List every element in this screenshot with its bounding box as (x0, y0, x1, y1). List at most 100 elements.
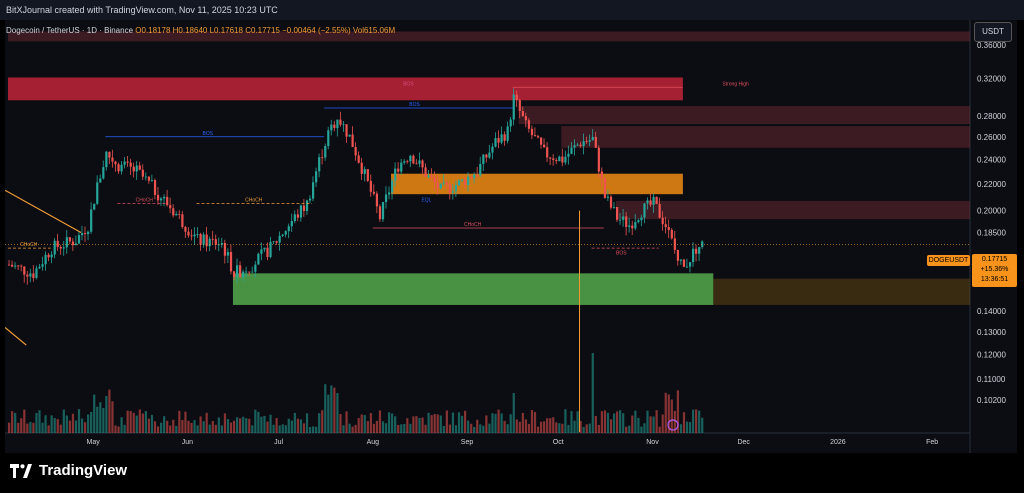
candle-body (302, 205, 306, 211)
candle-body (673, 238, 676, 250)
candle-body (293, 214, 296, 222)
candle-body (582, 141, 585, 147)
volume-bar (284, 425, 287, 433)
candle-body (515, 94, 518, 101)
candle-body (8, 264, 11, 266)
candle-body (546, 147, 549, 158)
volume-bar (634, 410, 637, 433)
candle-body (388, 192, 391, 195)
candle-body (138, 165, 141, 170)
volume-bar (87, 414, 90, 433)
volume-bar (278, 425, 281, 433)
candle-body (53, 240, 56, 255)
volume-bar (485, 415, 488, 433)
volume-bar (616, 411, 619, 433)
volume-bar (658, 426, 661, 433)
candle-body (175, 213, 178, 216)
candle-body (436, 182, 439, 189)
candle-body (333, 124, 336, 129)
candle-body (378, 206, 382, 220)
currency-unit-badge[interactable]: USDT (974, 22, 1012, 42)
candle-body (90, 209, 93, 232)
volume-bar (375, 420, 379, 433)
candle-body (254, 264, 257, 272)
candle-body (196, 234, 199, 235)
volume-bar (430, 415, 433, 433)
volume-bar (640, 426, 643, 433)
volume-bar (454, 425, 458, 433)
volume-bar (50, 415, 53, 433)
volume-bar (62, 409, 65, 433)
volume-bar (239, 418, 242, 433)
candle-body (409, 155, 412, 162)
volume-bar (187, 420, 190, 433)
volume-bar (342, 425, 345, 433)
volume-bar (236, 417, 239, 433)
candle-body (336, 119, 339, 129)
legend-close: C0.17715 (245, 26, 280, 35)
candle-body (427, 175, 430, 177)
candle-body (266, 247, 269, 258)
volume-bar (59, 424, 62, 433)
candle-body (658, 203, 661, 218)
price-tick-label: 0.12000 (977, 350, 1006, 359)
volume-bar (488, 423, 491, 433)
candle-body (296, 214, 299, 218)
volume-bar (506, 424, 509, 433)
candle-body (628, 225, 631, 227)
volume-bar (248, 418, 251, 433)
trendline-top (4, 189, 82, 234)
volume-bar (105, 396, 108, 433)
candle-body (163, 196, 166, 199)
volume-bar (521, 412, 524, 433)
volume-bar (263, 415, 266, 433)
price-tick-label: 0.22000 (977, 180, 1006, 189)
candle-body (184, 226, 187, 232)
candle-body (38, 266, 41, 269)
volume-bar (412, 416, 415, 433)
volume-bar (670, 399, 673, 433)
volume-bar (150, 414, 154, 433)
candle-body (99, 178, 102, 183)
candle-body (600, 171, 603, 178)
volume-bar (394, 416, 397, 433)
time-tick-label: Feb (926, 439, 938, 446)
candle-body (585, 141, 588, 143)
volume-bar (14, 412, 17, 433)
tradingview-brand[interactable]: TradingView (10, 462, 127, 479)
volume-bar (409, 423, 412, 433)
volume-bar (482, 425, 485, 433)
candle-body (570, 147, 573, 154)
candle-body (156, 194, 160, 201)
chart-area[interactable]: BOS BOS Strong High BOS CHoCH CHoCH CHoCH CHoCH… (4, 20, 1017, 453)
candle-body (339, 119, 342, 125)
volume-bar (308, 426, 312, 433)
volume-bar (421, 417, 424, 433)
candle-body (260, 249, 263, 254)
candle-body (573, 145, 576, 148)
volume-bar (217, 417, 220, 433)
volume-bar (269, 414, 272, 433)
candle-body (141, 169, 144, 177)
volume-bar (169, 425, 172, 433)
volume-bar (153, 421, 157, 433)
price-chart[interactable]: BOS BOS Strong High BOS CHoCH CHoCH CHoCH CHoCH… (4, 20, 1017, 453)
volume-bar (29, 421, 32, 433)
volume-bar (436, 414, 439, 433)
candle-body (120, 164, 123, 172)
volume-bar (296, 418, 299, 433)
volume-bar (47, 425, 50, 433)
candle-body (394, 168, 397, 181)
candle-body (679, 259, 683, 261)
volume-bar (348, 423, 351, 433)
volume-bar (312, 426, 315, 433)
candle-body (655, 196, 658, 204)
candle-body (363, 169, 366, 174)
volume-bar (497, 409, 500, 433)
time-tick-label: Aug (367, 439, 380, 446)
volume-bar (594, 416, 597, 433)
candle-body (111, 157, 114, 162)
candle-body (232, 271, 236, 277)
volume-bar (254, 409, 257, 433)
zone-supply-dark-1 (8, 31, 970, 42)
